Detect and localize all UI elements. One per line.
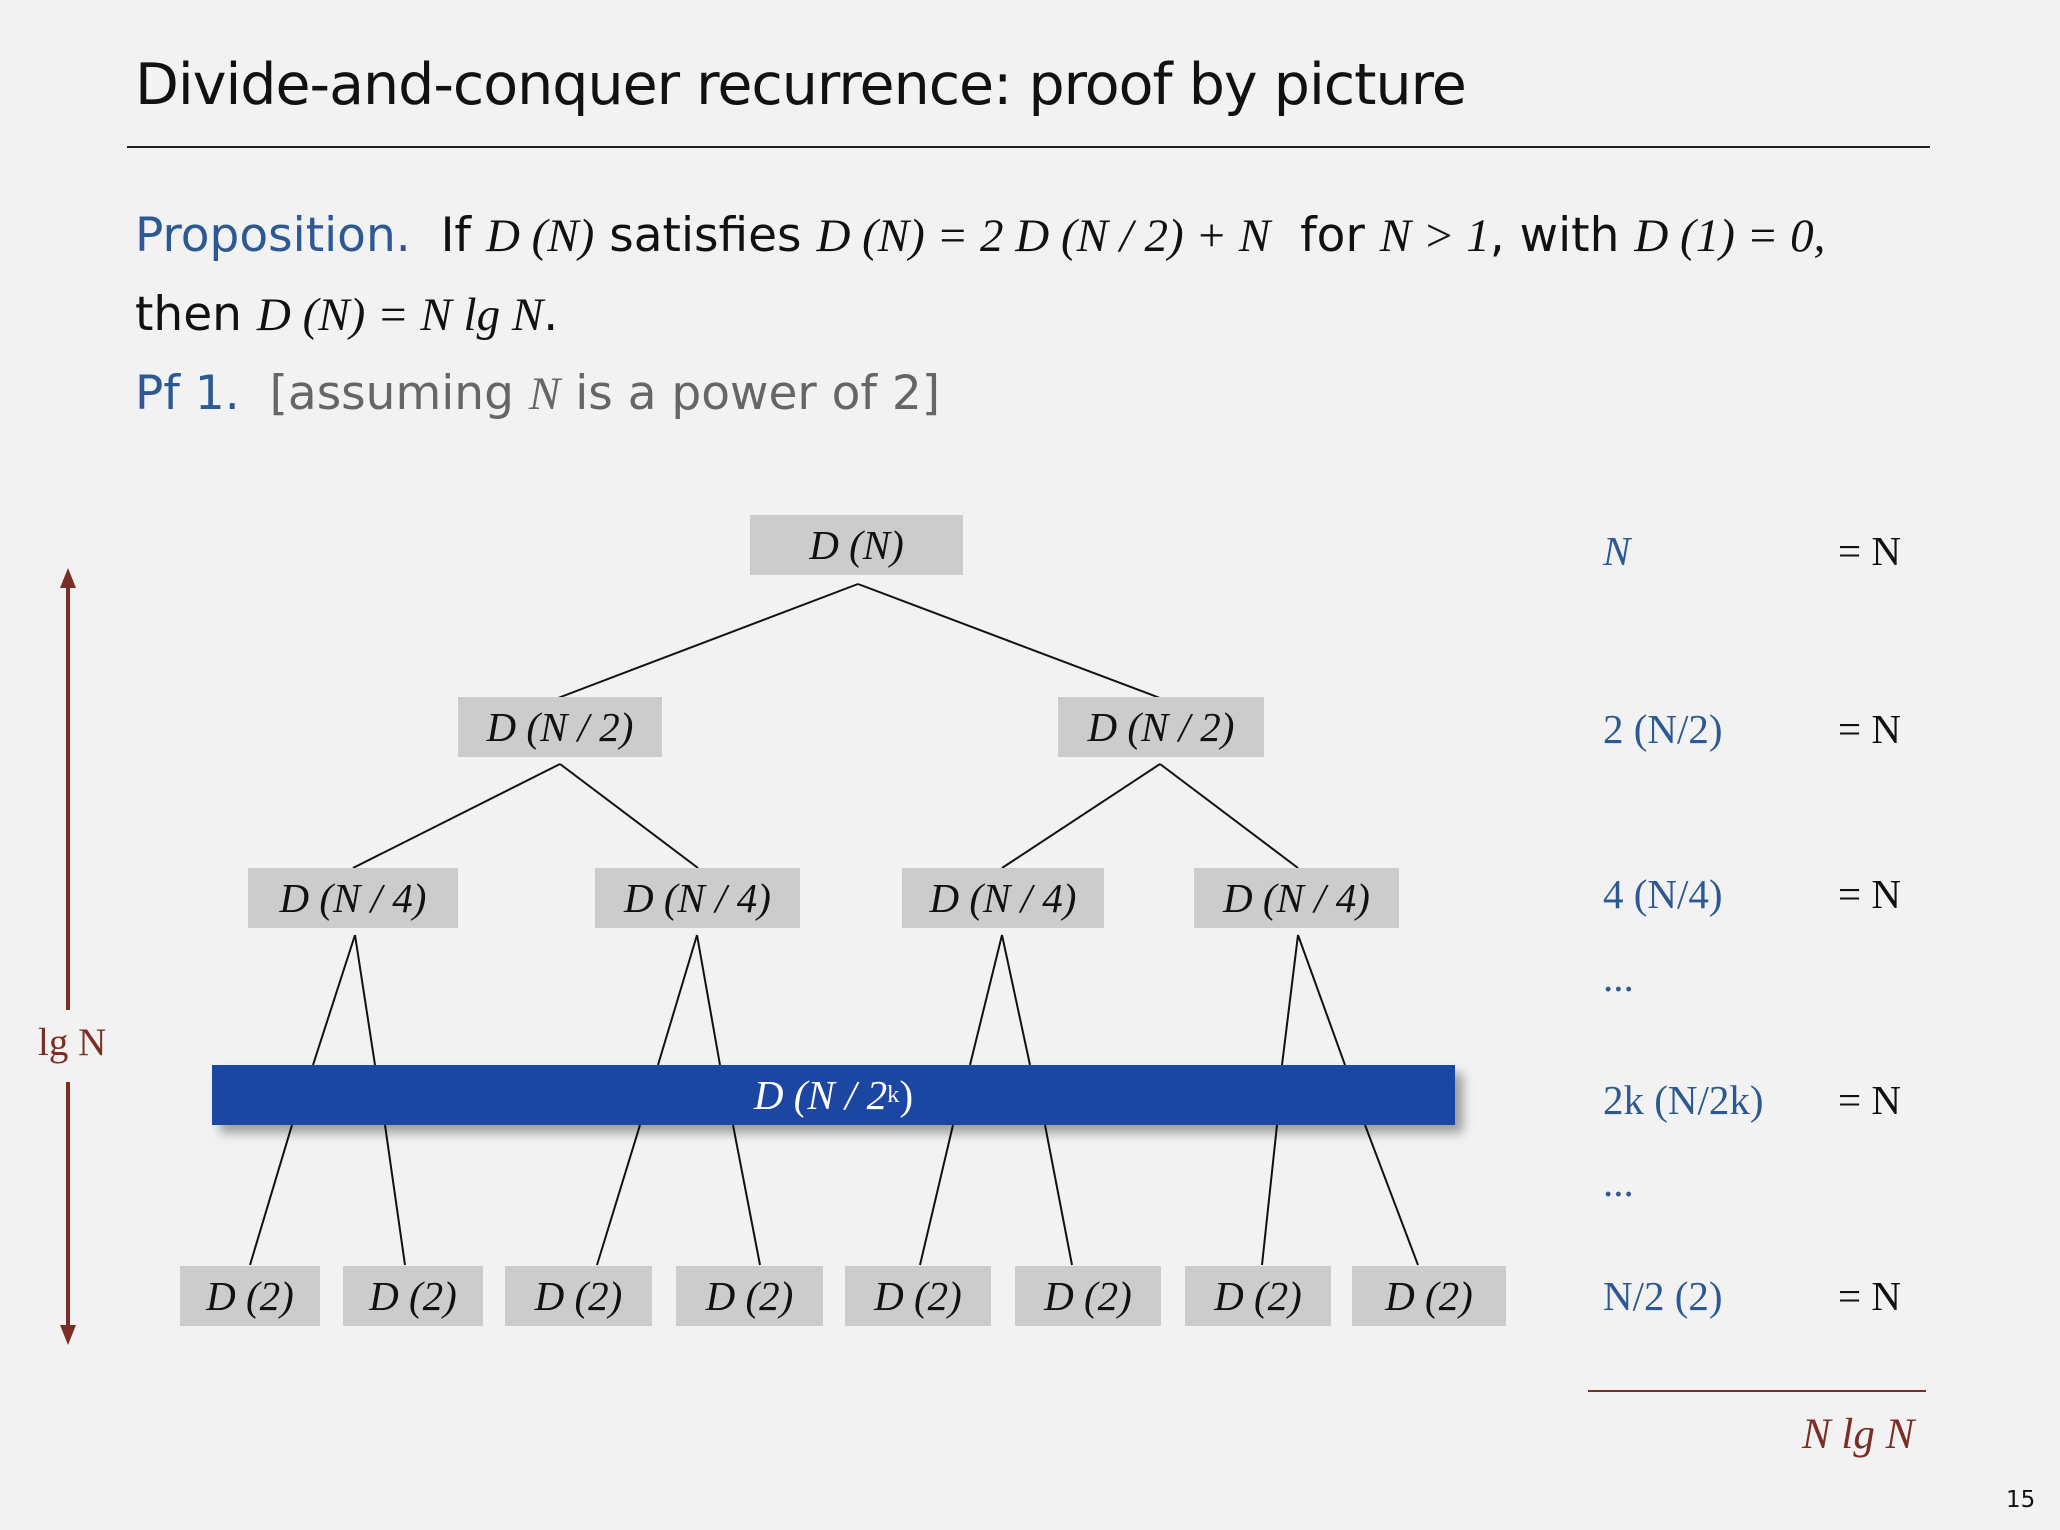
row-3-total: = N bbox=[1838, 871, 1901, 917]
tree-leaf-3: D (2) bbox=[505, 1266, 652, 1326]
tree-leaf-6: D (2) bbox=[1015, 1266, 1161, 1326]
proposition-dn: D (N) bbox=[485, 210, 595, 262]
page-title: Divide-and-conquer recurrence: proof by … bbox=[135, 52, 1467, 118]
proof-line: Pf 1. [assuming N is a power of 2] bbox=[135, 366, 940, 421]
row-7-total: = N bbox=[1838, 1273, 1901, 1319]
tree-level2-node-3: D (N / 4) bbox=[902, 868, 1104, 928]
proposition-satisfies: satisfies bbox=[609, 208, 802, 263]
tree-leaf-7: D (2) bbox=[1185, 1266, 1331, 1326]
tree-leaf-1: D (2) bbox=[180, 1266, 320, 1326]
row-5-total: = N bbox=[1838, 1077, 1901, 1123]
row-2-total: = N bbox=[1838, 706, 1901, 752]
proposition-for: for bbox=[1300, 208, 1365, 263]
band-suffix: ) bbox=[899, 1072, 914, 1118]
height-label: lg N bbox=[38, 1021, 107, 1064]
row-2-cost: 2 (N/2) bbox=[1603, 706, 1723, 752]
tree-level1-node-2: D (N / 2) bbox=[1058, 697, 1264, 757]
proposition-label: Proposition. bbox=[135, 208, 411, 263]
title-divider bbox=[127, 146, 1930, 148]
sum-divider bbox=[1588, 1390, 1926, 1392]
tree-level2-node-2: D (N / 4) bbox=[595, 868, 800, 928]
tree-level2-node-4: D (N / 4) bbox=[1194, 868, 1399, 928]
tree-leaf-8: D (2) bbox=[1352, 1266, 1506, 1326]
proposition-recurrence: D (N) = 2 D (N / 2) + N bbox=[816, 210, 1271, 262]
proposition-if: If bbox=[440, 208, 471, 263]
row-1-cost: N bbox=[1603, 528, 1631, 574]
row-4-ellipsis: ... bbox=[1603, 954, 1634, 1000]
proposition-result: D (N) = N lg N bbox=[256, 289, 544, 341]
proposition-then: then bbox=[135, 287, 242, 342]
tree-level2-node-1: D (N / 4) bbox=[248, 868, 458, 928]
row-7-cost: N/2 (2) bbox=[1603, 1273, 1723, 1319]
proposition-with: , with bbox=[1489, 208, 1620, 263]
proof-bracket-rest: is a power of 2] bbox=[575, 366, 941, 421]
proposition-base: D (1) = 0, bbox=[1634, 210, 1826, 262]
band-prefix: D (N / 2 bbox=[753, 1072, 888, 1118]
sum-total: N lg N bbox=[1802, 1411, 1915, 1458]
band-sup: k bbox=[887, 1081, 900, 1108]
tree-level1-node-1: D (N / 2) bbox=[458, 697, 662, 757]
row-6-ellipsis: ... bbox=[1603, 1159, 1634, 1205]
proposition-line-2: then D (N) = N lg N. bbox=[135, 287, 558, 342]
proof-var: N bbox=[528, 368, 561, 420]
level-k-band: D (N / 2 k) bbox=[212, 1065, 1455, 1125]
proof-bracket-open: [assuming bbox=[269, 366, 514, 421]
proof-label: Pf 1. bbox=[135, 366, 240, 421]
proposition-period: . bbox=[543, 287, 559, 342]
proposition-line-1: Proposition. If D (N) satisfies D (N) = … bbox=[135, 208, 1825, 263]
row-5-cost: 2k (N/2k) bbox=[1603, 1077, 1764, 1123]
row-1-total: = N bbox=[1838, 528, 1901, 574]
tree-leaf-2: D (2) bbox=[343, 1266, 483, 1326]
tree-leaf-5: D (2) bbox=[845, 1266, 991, 1326]
height-arrow bbox=[60, 568, 76, 1345]
proposition-condition: N > 1 bbox=[1379, 210, 1490, 262]
page-number: 15 bbox=[2006, 1487, 2036, 1513]
row-3-cost: 4 (N/4) bbox=[1603, 871, 1723, 917]
tree-leaf-4: D (2) bbox=[676, 1266, 823, 1326]
tree-root-node: D (N) bbox=[750, 515, 963, 575]
